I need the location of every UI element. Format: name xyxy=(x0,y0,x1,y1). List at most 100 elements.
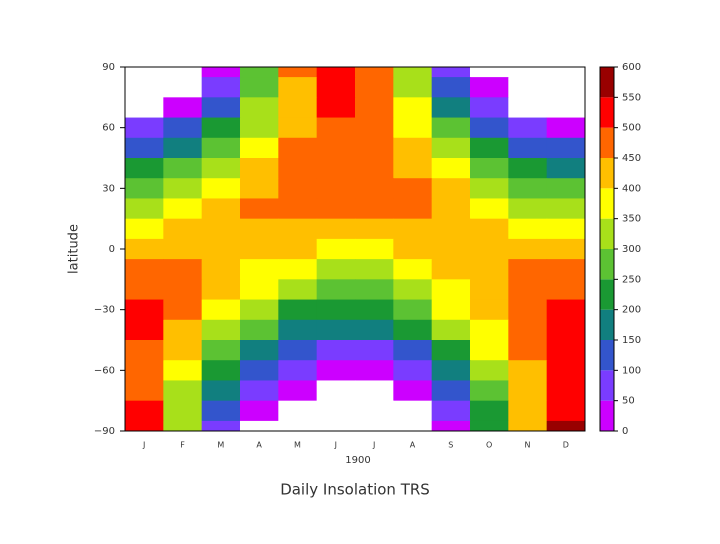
contour-cell xyxy=(201,420,241,431)
contour-cell xyxy=(546,178,585,199)
contour-cell xyxy=(355,259,394,280)
contour-cell xyxy=(508,218,548,240)
contour-cell xyxy=(278,319,318,341)
contour-cell xyxy=(393,77,433,98)
contour-field xyxy=(125,67,585,431)
contour-cell xyxy=(163,299,203,321)
x-tick-label: J xyxy=(372,441,375,450)
contour-cell xyxy=(201,259,241,280)
contour-cell xyxy=(125,218,164,240)
contour-cell xyxy=(316,380,356,402)
contour-cell xyxy=(201,340,241,361)
contour-cell xyxy=(393,340,433,361)
contour-cell xyxy=(163,400,203,422)
contour-cell xyxy=(201,137,241,159)
contour-cell xyxy=(316,97,356,119)
contour-cell xyxy=(508,97,548,119)
contour-cell xyxy=(278,158,318,179)
contour-cell xyxy=(508,178,548,199)
contour-cell xyxy=(240,340,279,361)
colorbar-label: 550 xyxy=(622,92,641,103)
contour-cell xyxy=(546,97,585,119)
contour-cell xyxy=(163,67,203,78)
contour-cell xyxy=(470,97,509,119)
contour-cell xyxy=(393,319,433,341)
contour-cell xyxy=(278,137,318,159)
contour-cell xyxy=(393,218,433,240)
colorbar-label: 600 xyxy=(622,62,641,73)
contour-cell xyxy=(278,178,318,199)
contour-cell xyxy=(316,77,356,98)
contour-cell xyxy=(163,158,203,179)
contour-cell xyxy=(470,198,509,220)
contour-cell xyxy=(240,67,279,78)
contour-cell xyxy=(163,380,203,402)
contour-cell xyxy=(355,340,394,361)
contour-cell xyxy=(316,360,356,381)
contour-cell xyxy=(355,218,394,240)
x-tick-label: S xyxy=(448,441,453,450)
contour-cell xyxy=(278,420,318,431)
contour-cell xyxy=(546,259,585,280)
contour-cell xyxy=(278,77,318,98)
contour-cell xyxy=(546,67,585,78)
colorbar-label: 150 xyxy=(622,335,641,346)
colorbar-segment xyxy=(600,188,614,219)
x-tick-label: A xyxy=(410,441,416,450)
contour-cell xyxy=(240,319,279,341)
contour-cell xyxy=(278,67,318,78)
contour-cell xyxy=(316,259,356,280)
colorbar-segment xyxy=(600,340,614,371)
contour-cell xyxy=(125,158,164,179)
contour-cell xyxy=(470,380,509,402)
contour-cell xyxy=(278,400,318,422)
contour-cell xyxy=(240,259,279,280)
contour-cell xyxy=(316,137,356,159)
contour-cell xyxy=(355,137,394,159)
contour-cell xyxy=(201,319,241,341)
colorbar-segment xyxy=(600,249,614,280)
contour-cell xyxy=(316,319,356,341)
contour-cell xyxy=(431,420,471,431)
contour-cell xyxy=(163,218,203,240)
contour-cell xyxy=(508,67,548,78)
y-tick-label: 30 xyxy=(102,183,115,194)
contour-cell xyxy=(240,238,279,260)
contour-cell xyxy=(240,360,279,381)
colorbar-label: 50 xyxy=(622,396,635,407)
contour-cell xyxy=(163,137,203,159)
y-tick-label: −90 xyxy=(94,426,115,437)
contour-cell xyxy=(278,279,318,301)
contour-cell xyxy=(201,97,241,119)
contour-cell xyxy=(546,400,585,422)
contour-cell xyxy=(278,380,318,402)
contour-cell xyxy=(470,259,509,280)
contour-cell xyxy=(546,137,585,159)
contour-cell xyxy=(393,259,433,280)
contour-cell xyxy=(470,279,509,301)
contour-cell xyxy=(201,238,241,260)
contour-cell xyxy=(546,360,585,381)
contour-cell xyxy=(393,117,433,139)
contour-cell xyxy=(546,380,585,402)
x-tick-label: F xyxy=(180,441,185,450)
contour-cell xyxy=(316,279,356,301)
contour-cell xyxy=(431,279,471,301)
contour-cell xyxy=(470,420,509,431)
contour-cell xyxy=(316,238,356,260)
y-tick-label: −60 xyxy=(94,365,115,376)
contour-cell xyxy=(201,299,241,321)
contour-cell xyxy=(201,380,241,402)
contour-cell xyxy=(393,400,433,422)
contour-cell xyxy=(278,238,318,260)
contour-cell xyxy=(431,218,471,240)
contour-cell xyxy=(393,67,433,78)
contour-cell xyxy=(355,238,394,260)
contour-cell xyxy=(470,117,509,139)
contour-cell xyxy=(355,67,394,78)
contour-cell xyxy=(431,238,471,260)
contour-cell xyxy=(355,77,394,98)
contour-cell xyxy=(316,117,356,139)
contour-cell xyxy=(125,77,164,98)
